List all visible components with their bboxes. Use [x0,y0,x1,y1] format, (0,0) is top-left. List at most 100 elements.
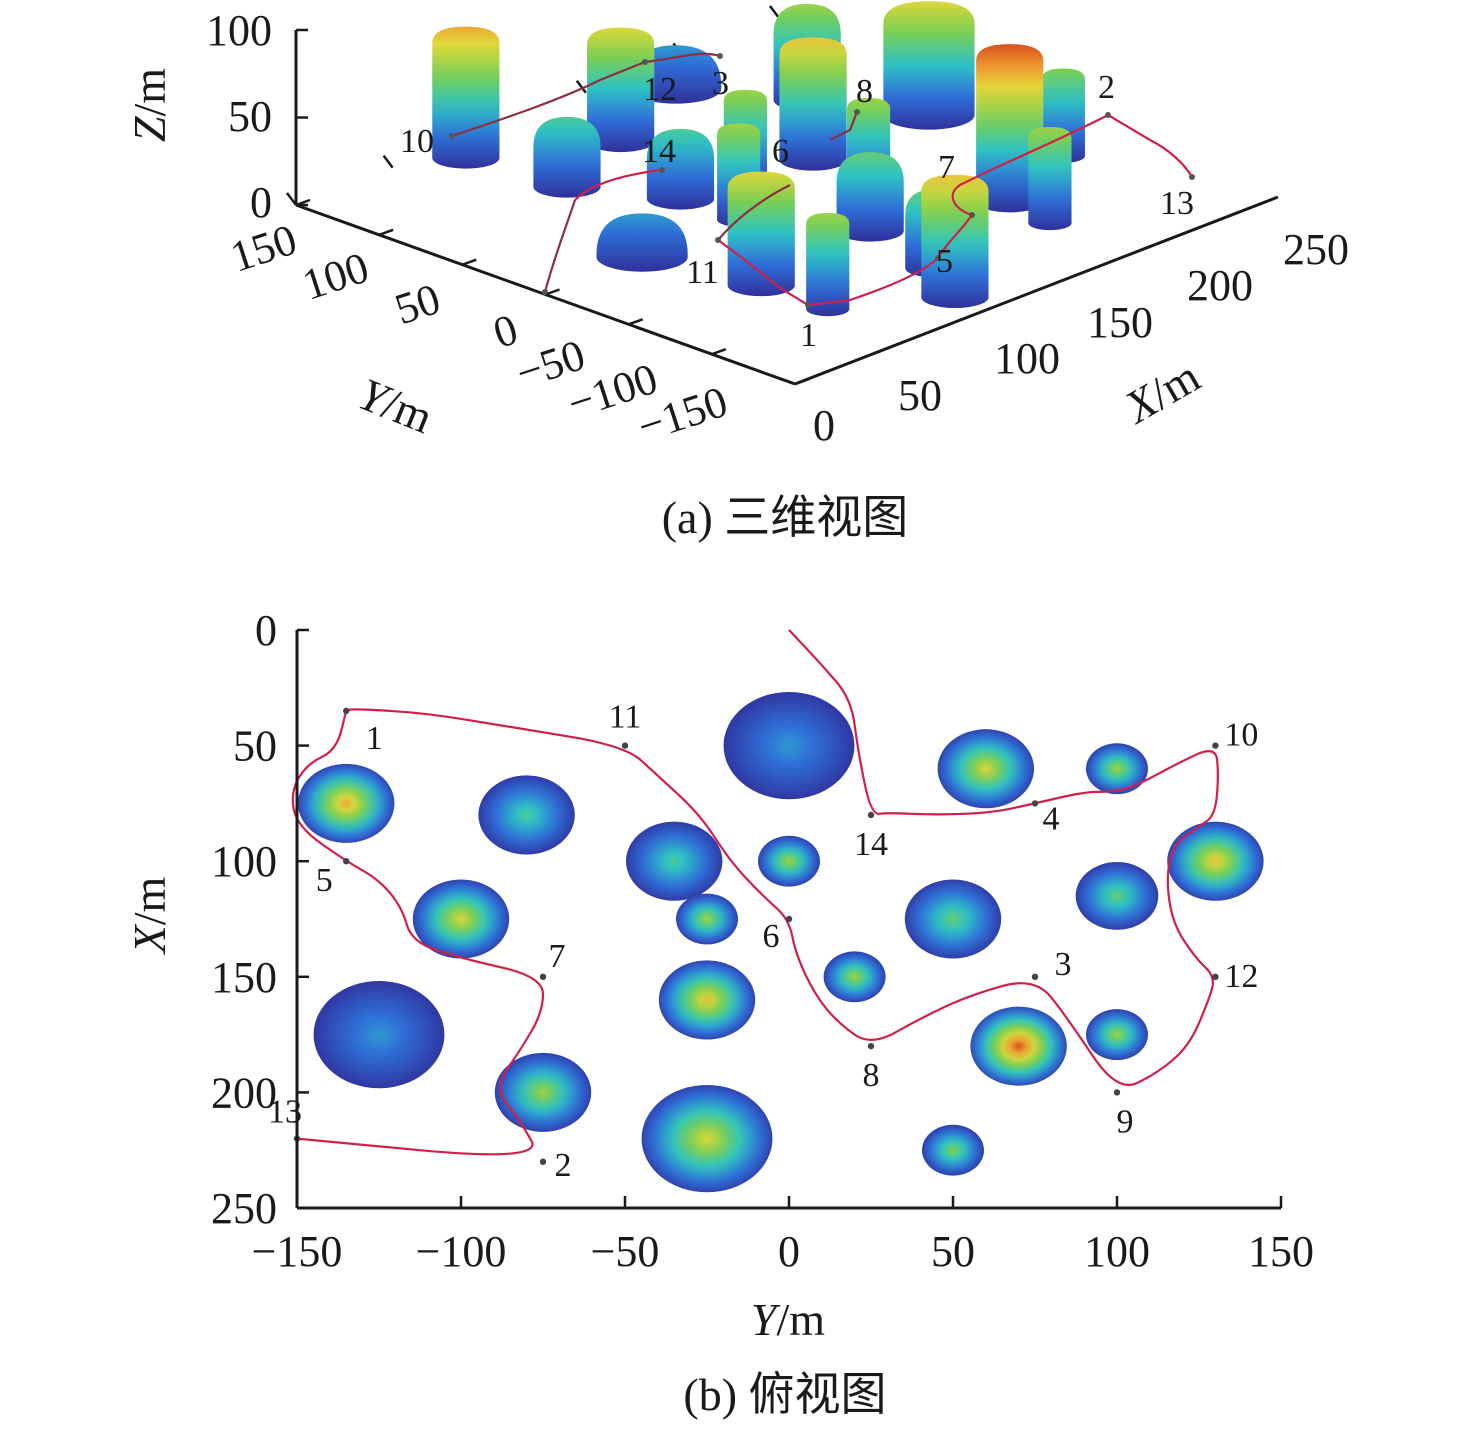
obstacle-footprint [297,763,395,843]
x-tick-mark [575,80,587,94]
obstacle-footprint [823,951,886,1003]
waypoint-marker [1113,1089,1121,1096]
waypoint-marker [969,212,975,218]
waypoint-label: 5 [316,862,333,899]
y-tick-mark [461,258,477,266]
path-3d-segment [951,114,1109,217]
y-tick-mark [794,377,810,386]
obstacle-3d [646,128,715,210]
waypoint-marker [715,237,721,243]
waypoint-marker [343,707,350,715]
waypoint-label: 6 [763,918,780,955]
path-top-waypoints [293,707,1219,1165]
obstacle-footprint [625,821,723,901]
obstacle-3d [432,26,500,169]
y-tick-label: 250 [211,1184,277,1233]
x-axis-label: Y/m [751,1294,825,1345]
obstacle-3d [883,1,975,130]
y-tick-label: 200 [211,1068,277,1117]
obstacle-footprint [904,879,1002,959]
x-tick-label: 100 [994,334,1060,383]
obstacle-footprint [1086,743,1148,795]
obstacle-3d [533,116,601,198]
z-tick-label: 50 [228,92,272,141]
waypoint-label: 9 [1117,1103,1134,1140]
waypoint-marker [1105,112,1111,118]
path-3d-segment [829,111,859,141]
waypoint-marker [867,1042,875,1050]
waypoint-label: 7 [938,149,955,186]
planned-path-branch [291,710,545,1156]
obstacle-footprint [1167,821,1264,901]
x-tick-label: 50 [931,1227,975,1276]
waypoint-label: 14 [854,826,888,863]
waypoint-label: 6 [772,133,789,170]
waypoint-marker [343,858,350,865]
obstacle-footprint [970,1006,1067,1086]
x-tick-label: 0 [778,1227,800,1276]
waypoint-label: 11 [609,699,642,736]
obstacle-footprint [922,1124,984,1176]
obstacle-3d [806,213,850,317]
y-tick-label: 100 [211,837,277,886]
x-tick-label: 0 [813,401,835,450]
y-tick-mark [378,228,394,237]
x-tick-label: 250 [1283,225,1349,274]
x-tick-label: 150 [1087,298,1153,347]
obstacle-3d [779,37,847,171]
waypoint-label: 3 [1055,946,1072,983]
obstacles-3d [432,1,1085,317]
y-tick-label: 50 [389,274,446,334]
waypoint-marker [539,973,547,980]
waypoint-marker [621,742,629,749]
obstacle-footprint [676,893,738,945]
obstacle-footprint [641,1084,773,1193]
waypoint-label: 10 [400,123,434,160]
caption-a: (a) 三维视图 [662,492,909,543]
z-tick-label: 0 [250,178,272,227]
waypoint-marker [935,255,941,261]
path-3d-segment [717,184,791,241]
obstacle-footprint [658,960,756,1040]
x-tick-label: 50 [898,371,942,420]
y-tick-label: 150 [225,215,303,282]
waypoint-label: 7 [549,938,566,975]
waypoint-label: 3 [712,65,729,102]
obstacle-footprint [412,879,510,959]
y-tick-mark [711,347,727,356]
waypoint-label: 11 [686,254,719,291]
obstacle-3d [921,174,989,309]
waypoint-marker [659,167,665,173]
waypoint-label: 14 [642,133,676,170]
path-3d [451,52,1193,307]
waypoint-marker [642,59,648,65]
path-3d-segment [451,52,721,138]
x-tick-label: −100 [416,1227,507,1276]
obstacle-footprint [1086,1009,1148,1061]
obstacle-3d [587,27,655,153]
waypoint-label: 1 [366,720,383,757]
x-tick-mark [382,154,394,169]
obstacle-footprint [1075,861,1159,930]
waypoint-label: 2 [1098,69,1115,106]
obstacle-3d [836,152,904,242]
x-tick-label: 150 [1248,1227,1314,1276]
waypoint-marker [785,915,793,923]
waypoint-label: 2 [555,1147,572,1184]
path-3d-segment [543,199,577,293]
waypoint-label: 13 [1160,185,1194,222]
path-top [291,629,1219,1156]
y-tick-label: 100 [297,243,375,310]
x-tick-mark [286,192,297,206]
waypoint-marker [717,53,723,59]
obstacle-footprint [478,775,575,855]
y-axis-label: Y/m [352,368,440,443]
y-tick-mark [545,288,560,296]
waypoint-marker [854,109,860,115]
planned-path-main [345,629,1219,1086]
waypoint-marker [542,289,548,295]
obstacle-footprint [937,729,1035,809]
